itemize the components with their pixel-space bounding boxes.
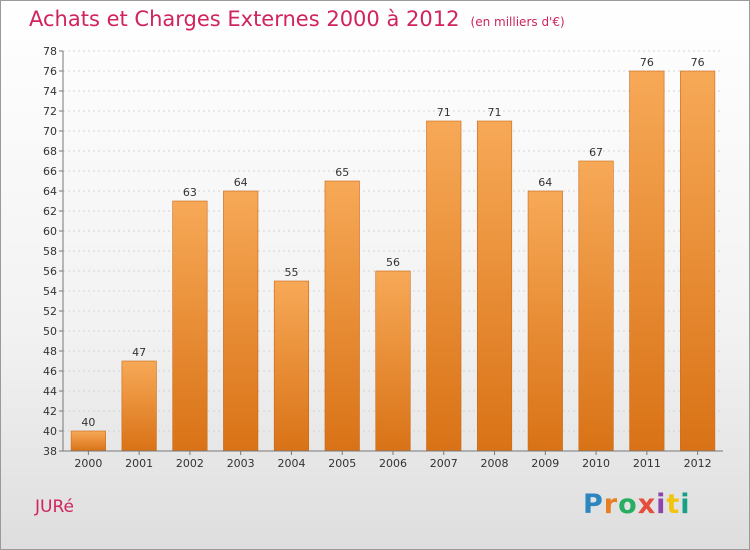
y-tick-label: 38 bbox=[43, 445, 57, 458]
chart-title: Achats et Charges Externes 2000 à 2012 bbox=[29, 7, 460, 31]
bar-2011 bbox=[629, 70, 665, 452]
x-tick-label-2011: 2011 bbox=[633, 457, 661, 470]
data-label-2005: 65 bbox=[335, 166, 349, 179]
logo-letter: P bbox=[583, 489, 604, 520]
x-tick-label-2007: 2007 bbox=[430, 457, 458, 470]
x-tick-label-2001: 2001 bbox=[125, 457, 153, 470]
y-tick-label: 66 bbox=[43, 165, 57, 178]
y-tick-label: 76 bbox=[43, 65, 57, 78]
bar-2010 bbox=[578, 160, 614, 452]
data-label-2010: 67 bbox=[589, 146, 603, 159]
data-label-2007: 71 bbox=[437, 106, 451, 119]
x-tick-label-2006: 2006 bbox=[379, 457, 407, 470]
bar-2012 bbox=[680, 70, 716, 452]
bar-2001 bbox=[121, 360, 157, 452]
y-tick-label: 78 bbox=[43, 45, 57, 58]
bar-2002 bbox=[172, 200, 208, 452]
logo-letter: i bbox=[680, 489, 691, 520]
data-label-2009: 64 bbox=[538, 176, 552, 189]
proxiti-logo: Proxiti bbox=[583, 489, 691, 520]
y-tick-label: 72 bbox=[43, 105, 57, 118]
data-label-2003: 64 bbox=[234, 176, 248, 189]
logo-letter: o bbox=[618, 489, 638, 520]
data-label-2011: 76 bbox=[640, 56, 654, 69]
y-tick-label: 44 bbox=[43, 385, 57, 398]
y-tick-label: 68 bbox=[43, 145, 57, 158]
y-tick-label: 56 bbox=[43, 265, 57, 278]
y-tick-label: 50 bbox=[43, 325, 57, 338]
bar-2006 bbox=[375, 270, 411, 452]
bar-2005 bbox=[324, 180, 360, 452]
x-tick-label-2012: 2012 bbox=[684, 457, 712, 470]
y-tick-label: 42 bbox=[43, 405, 57, 418]
data-label-2002: 63 bbox=[183, 186, 197, 199]
y-tick-label: 60 bbox=[43, 225, 57, 238]
title-row: Achats et Charges Externes 2000 à 2012 (… bbox=[29, 7, 565, 31]
y-tick-label: 46 bbox=[43, 365, 57, 378]
data-label-2004: 55 bbox=[284, 266, 298, 279]
chart-unit: (en milliers d'€) bbox=[470, 15, 565, 29]
data-label-2008: 71 bbox=[488, 106, 502, 119]
y-tick-label: 52 bbox=[43, 305, 57, 318]
data-label-2012: 76 bbox=[691, 56, 705, 69]
bar-2003 bbox=[223, 190, 259, 452]
x-tick-label-2000: 2000 bbox=[74, 457, 102, 470]
x-tick-label-2005: 2005 bbox=[328, 457, 356, 470]
logo-letter: t bbox=[666, 489, 681, 520]
y-tick-label: 70 bbox=[43, 125, 57, 138]
commune-name: JURé bbox=[35, 497, 74, 517]
bar-2009 bbox=[527, 190, 563, 452]
x-tick-label-2003: 2003 bbox=[227, 457, 255, 470]
y-tick-label: 62 bbox=[43, 205, 57, 218]
logo-letter: i bbox=[656, 489, 667, 520]
x-tick-label-2010: 2010 bbox=[582, 457, 610, 470]
bar-2008 bbox=[476, 120, 513, 452]
y-tick-label: 64 bbox=[43, 185, 57, 198]
y-tick-label: 40 bbox=[43, 425, 57, 438]
y-tick-label: 48 bbox=[43, 345, 57, 358]
bar-2004 bbox=[273, 280, 310, 452]
y-tick-label: 58 bbox=[43, 245, 57, 258]
data-label-2006: 56 bbox=[386, 256, 400, 269]
x-tick-label-2009: 2009 bbox=[531, 457, 559, 470]
y-tick-label: 74 bbox=[43, 85, 57, 98]
x-tick-label-2004: 2004 bbox=[277, 457, 305, 470]
y-tick-label: 54 bbox=[43, 285, 57, 298]
bar-2000 bbox=[70, 430, 106, 452]
logo-letter: x bbox=[637, 489, 657, 520]
bar-2007 bbox=[426, 120, 462, 452]
data-label-2001: 47 bbox=[132, 346, 146, 359]
logo-letter: r bbox=[603, 489, 619, 520]
x-tick-label-2008: 2008 bbox=[481, 457, 509, 470]
x-tick-label-2002: 2002 bbox=[176, 457, 204, 470]
data-label-2000: 40 bbox=[81, 416, 95, 429]
